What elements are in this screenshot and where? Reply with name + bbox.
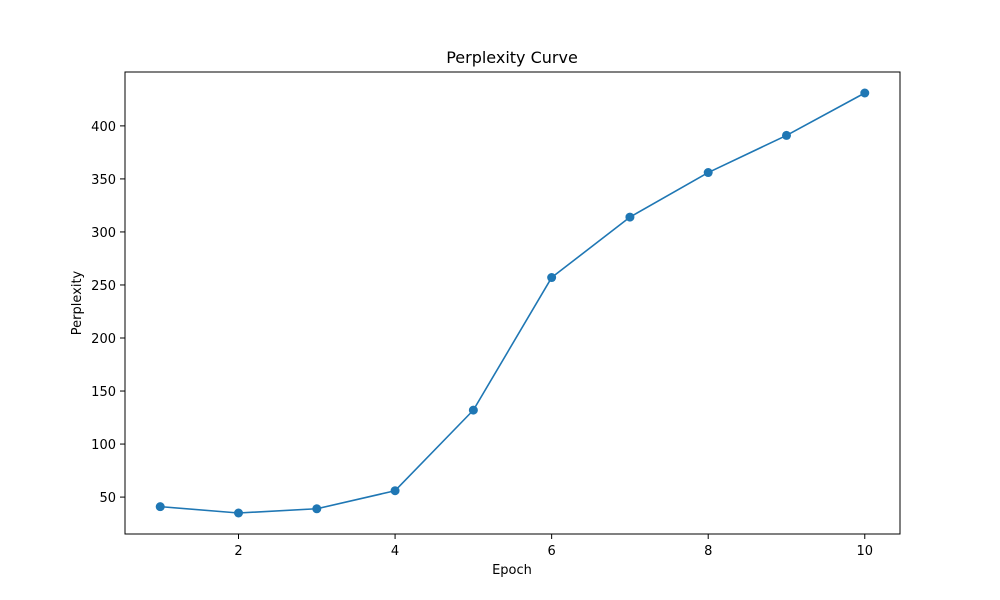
x-tick-label: 10	[856, 544, 873, 559]
plot-area-frame	[124, 71, 901, 535]
chart-title: Perplexity Curve	[446, 48, 578, 67]
y-tick-label: 200	[91, 332, 116, 347]
y-tick-label: 300	[91, 226, 116, 241]
x-tick-label: 4	[391, 544, 399, 559]
y-tick-label: 150	[91, 385, 116, 400]
data-point	[390, 486, 400, 496]
y-tick-label: 250	[91, 279, 116, 294]
series-layer	[155, 88, 870, 518]
y-axis-label: Perplexity	[70, 270, 85, 335]
data-point	[234, 508, 244, 518]
y-axis: 50 100 150 200 250 300 350 400	[91, 120, 125, 506]
data-point	[781, 130, 791, 140]
x-tick-label: 2	[234, 544, 242, 559]
y-tick-label: 50	[99, 491, 116, 506]
y-tick-label: 350	[91, 173, 116, 188]
data-point	[625, 212, 635, 222]
y-tick-label: 100	[91, 438, 116, 453]
data-point	[547, 273, 557, 283]
series-line	[159, 92, 866, 514]
x-axis-label: Epoch	[492, 563, 532, 578]
data-point	[312, 504, 322, 514]
data-point	[468, 405, 478, 415]
data-point	[703, 168, 713, 178]
x-tick-label: 8	[704, 544, 712, 559]
y-tick-label: 400	[91, 120, 116, 135]
x-axis: 2 4 6 8 10	[234, 534, 873, 559]
x-tick-label: 6	[548, 544, 556, 559]
data-point	[860, 88, 870, 98]
data-point	[155, 502, 165, 512]
